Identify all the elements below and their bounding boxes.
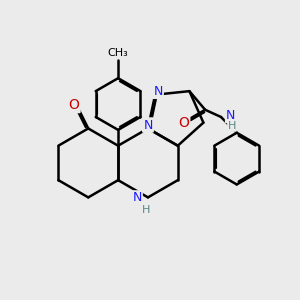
Text: O: O bbox=[68, 98, 79, 112]
Text: N: N bbox=[226, 109, 236, 122]
Text: H: H bbox=[228, 121, 236, 131]
Text: CH₃: CH₃ bbox=[108, 48, 128, 58]
Text: N: N bbox=[153, 85, 163, 98]
Text: H: H bbox=[142, 206, 151, 215]
Text: O: O bbox=[178, 116, 189, 130]
Text: N: N bbox=[143, 118, 153, 131]
Text: N: N bbox=[132, 191, 142, 205]
